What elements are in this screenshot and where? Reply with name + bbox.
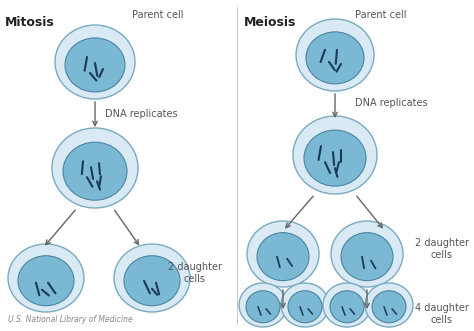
Text: Parent cell: Parent cell [132,10,183,20]
Text: DNA replicates: DNA replicates [355,98,428,108]
Ellipse shape [8,244,84,312]
Ellipse shape [293,116,377,194]
Ellipse shape [52,128,138,208]
Ellipse shape [239,283,287,327]
Text: Mitosis: Mitosis [5,16,55,29]
Text: 2 daughter
cells: 2 daughter cells [168,262,222,284]
Ellipse shape [257,233,309,281]
Ellipse shape [365,283,413,327]
Ellipse shape [323,283,371,327]
Text: U.S. National Library of Medicine: U.S. National Library of Medicine [8,315,133,324]
Ellipse shape [63,142,127,200]
Ellipse shape [124,256,180,306]
Ellipse shape [288,291,322,323]
Ellipse shape [330,291,364,323]
Text: Parent cell: Parent cell [355,10,407,20]
Ellipse shape [247,221,319,287]
Ellipse shape [304,130,366,186]
Ellipse shape [246,291,280,323]
Text: 2 daughter
cells: 2 daughter cells [415,238,469,260]
Text: DNA replicates: DNA replicates [105,109,178,119]
Text: 4 daughter
cells: 4 daughter cells [415,303,469,325]
Ellipse shape [55,25,135,99]
Text: Meiosis: Meiosis [244,16,296,29]
Ellipse shape [296,19,374,91]
Ellipse shape [341,233,393,281]
Ellipse shape [372,291,406,323]
Ellipse shape [331,221,403,287]
Ellipse shape [18,256,74,306]
Ellipse shape [114,244,190,312]
Ellipse shape [281,283,329,327]
Ellipse shape [65,38,125,92]
Ellipse shape [306,32,364,84]
